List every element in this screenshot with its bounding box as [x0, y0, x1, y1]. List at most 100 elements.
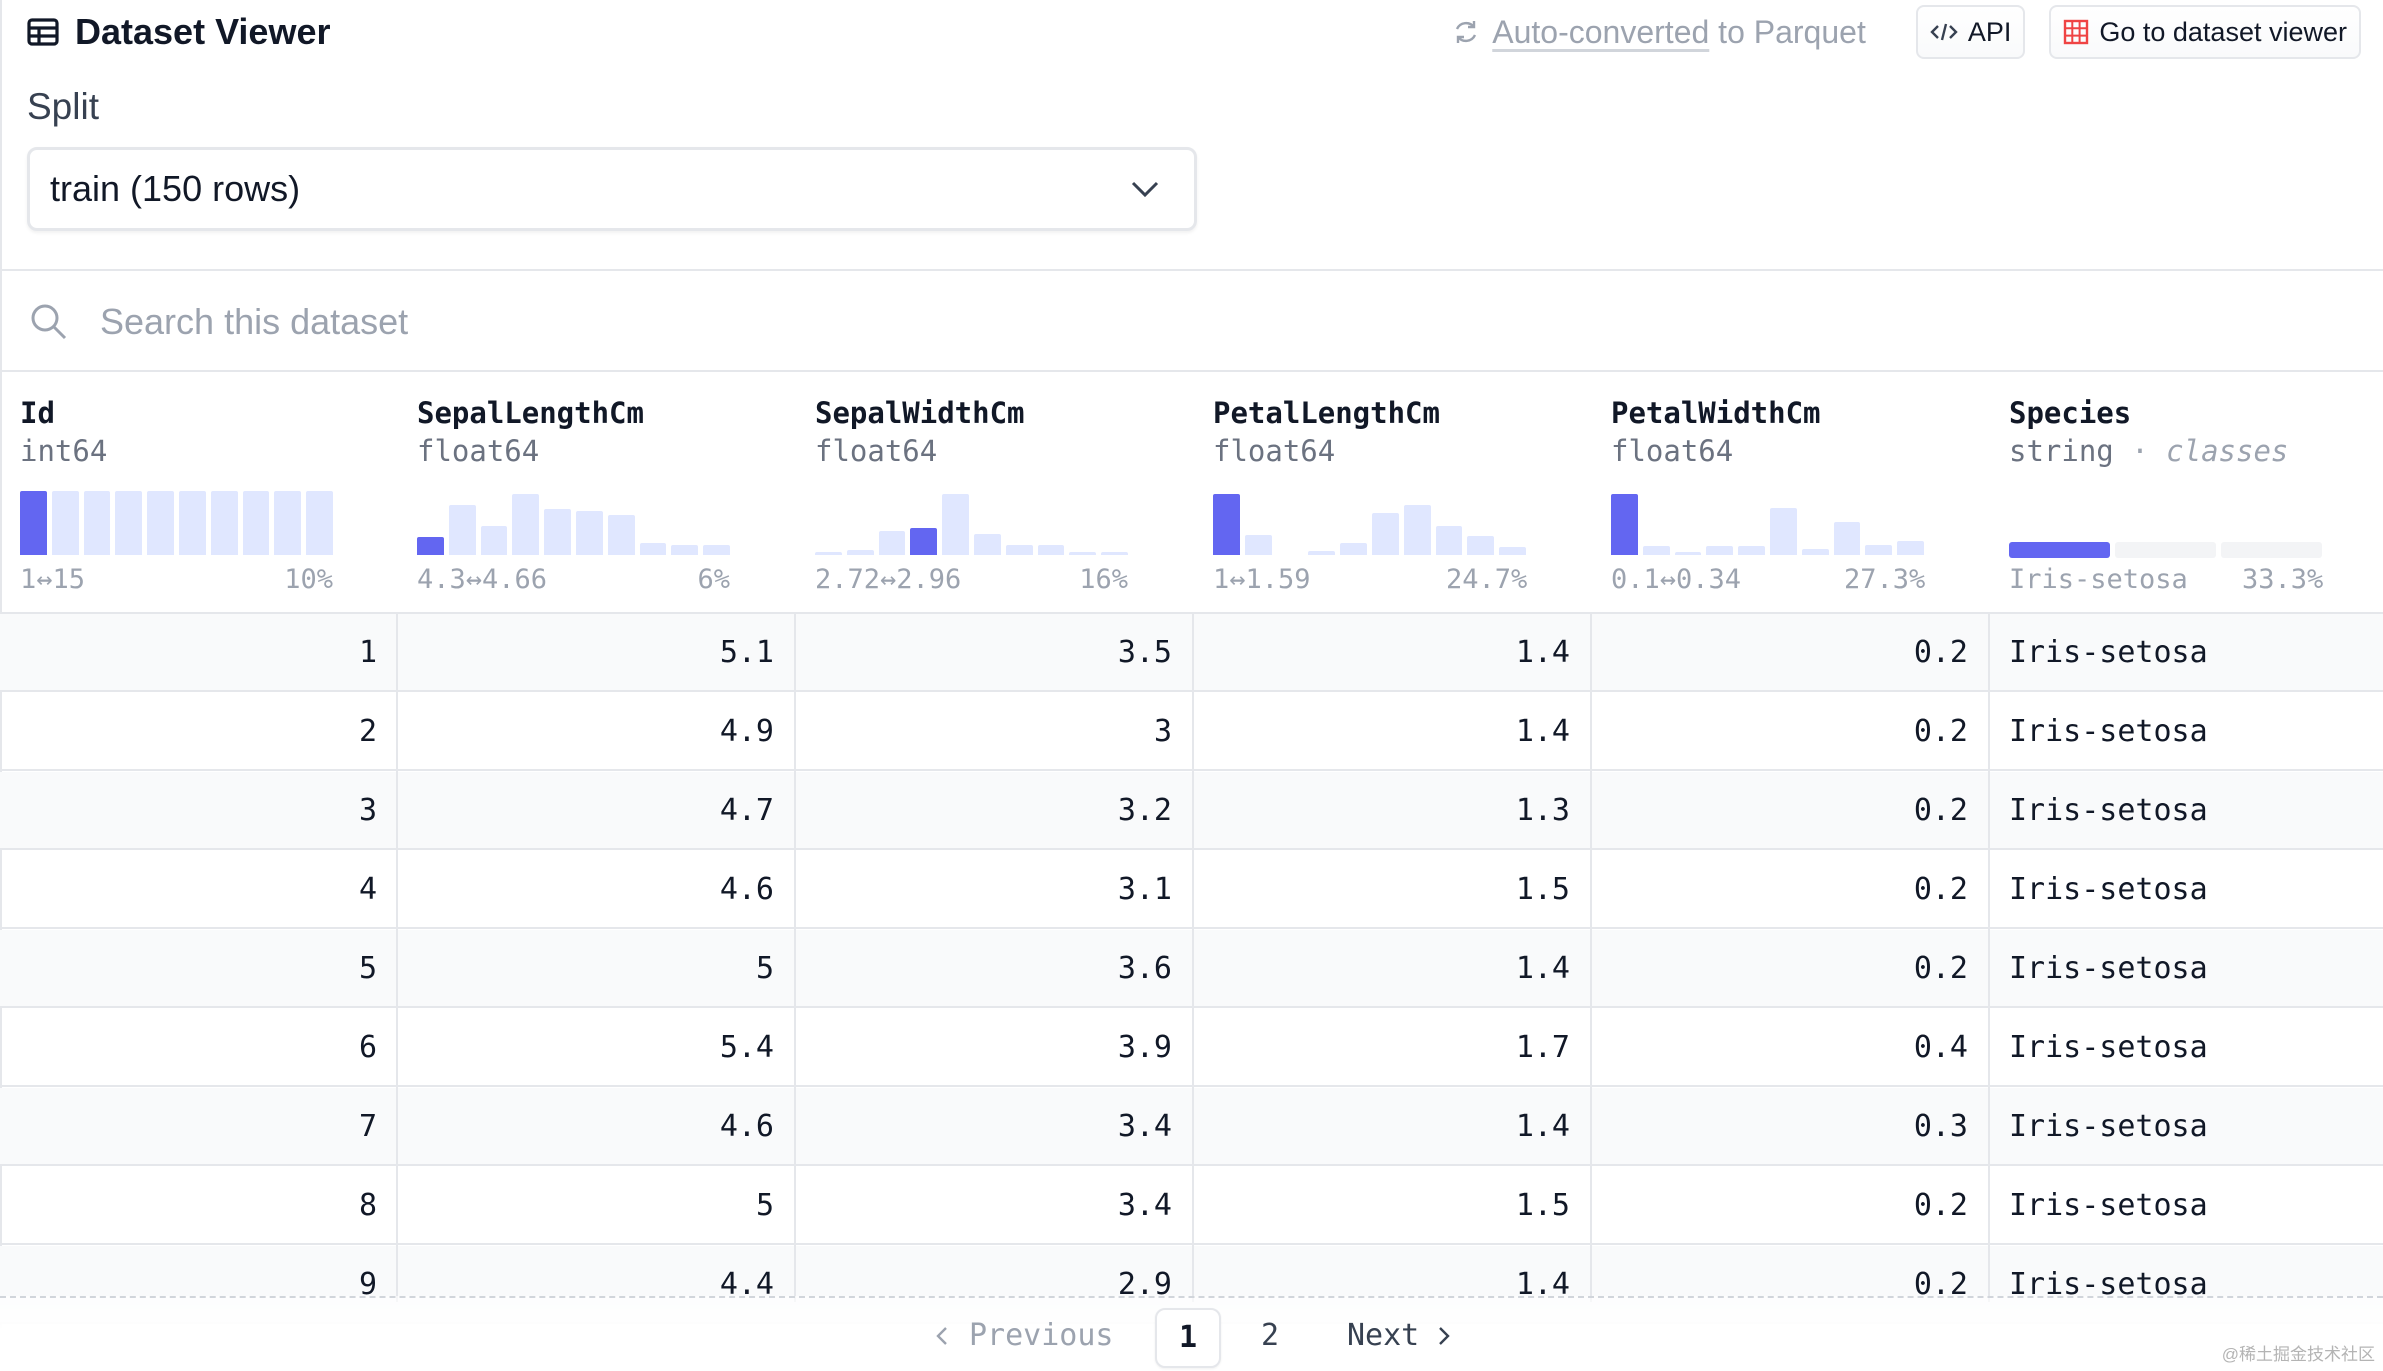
- histogram-bar[interactable]: [942, 494, 969, 555]
- split-select[interactable]: train (150 rows): [27, 147, 1197, 231]
- histogram-bar[interactable]: [544, 508, 571, 555]
- column-histogram[interactable]: [815, 491, 1128, 555]
- column-name: PetalWidthCm: [1611, 396, 1821, 430]
- histogram-bar[interactable]: [178, 491, 206, 555]
- histogram-bar[interactable]: [1213, 494, 1240, 555]
- histogram-bar[interactable]: [1069, 552, 1097, 555]
- table-row[interactable]: 8 5 3.4 1.5 0.2 Iris-setosa: [0, 1167, 2383, 1245]
- column-header[interactable]: SepalLengthCm float64 4.3↔4.66 6%: [397, 372, 794, 612]
- histogram-bar[interactable]: [1244, 534, 1272, 555]
- histogram-bar[interactable]: [1738, 546, 1765, 555]
- histogram-bar[interactable]: [274, 491, 302, 555]
- histogram-bar[interactable]: [671, 545, 699, 555]
- histogram-bar[interactable]: [242, 491, 270, 555]
- table-cell: 0.2: [1913, 872, 1968, 907]
- histogram-bar[interactable]: [703, 544, 730, 555]
- previous-page-button[interactable]: Previous: [935, 1308, 1114, 1364]
- auto-converted-link[interactable]: Auto-converted to Parquet: [1452, 14, 1866, 51]
- table-row[interactable]: 2 4.9 3 1.4 0.2 Iris-setosa: [0, 693, 2383, 771]
- column-separator: [1192, 612, 1194, 1302]
- column-header[interactable]: Id int64 1↔15 10%: [0, 372, 397, 612]
- histogram-bar[interactable]: [1467, 535, 1495, 555]
- histogram-bar[interactable]: [1435, 526, 1463, 555]
- histogram-bar[interactable]: [1499, 547, 1526, 555]
- split-label: Split: [27, 86, 99, 127]
- search-input[interactable]: [98, 300, 1302, 344]
- histogram-bar[interactable]: [83, 491, 111, 555]
- column-separator: [1988, 612, 1990, 1302]
- histogram-bar[interactable]: [512, 494, 540, 555]
- histogram-bar[interactable]: [20, 491, 47, 555]
- histogram-bar[interactable]: [973, 533, 1001, 555]
- page-1-button[interactable]: 1: [1155, 1308, 1221, 1368]
- histogram-bar[interactable]: [1371, 512, 1399, 555]
- column-type: int64: [20, 434, 107, 468]
- histogram-bar[interactable]: [1865, 544, 1893, 555]
- histogram-bar[interactable]: [1801, 548, 1829, 555]
- table-cell: 1.4: [1515, 714, 1570, 749]
- table-cell: 1.5: [1515, 1188, 1570, 1223]
- histogram-bar[interactable]: [1833, 521, 1861, 555]
- histogram-bar[interactable]: [1308, 550, 1336, 555]
- column-header[interactable]: SepalWidthCm float64 2.72↔2.96 16%: [795, 372, 1192, 612]
- table-cell: Iris-setosa: [2009, 714, 2208, 749]
- table-row[interactable]: 6 5.4 3.9 1.7 0.4 Iris-setosa: [0, 1009, 2383, 1087]
- watermark: @稀土掘金技术社区: [2221, 1345, 2375, 1364]
- go-to-dataset-viewer-button[interactable]: Go to dataset viewer: [2049, 5, 2361, 59]
- histogram-bar[interactable]: [910, 528, 938, 555]
- column-header[interactable]: PetalWidthCm float64 0.1↔0.34 27.3%: [1591, 372, 1988, 612]
- auto-converted-text[interactable]: Auto-converted: [1492, 13, 1710, 50]
- column-header[interactable]: Species string · classes Iris-setosa 33.3%: [1989, 372, 2383, 612]
- table-row[interactable]: 4 4.6 3.1 1.5 0.2 Iris-setosa: [0, 851, 2383, 929]
- title-row: Dataset Viewer: [27, 11, 330, 52]
- class-distribution[interactable]: [2009, 542, 2322, 558]
- histogram-bar[interactable]: [1642, 546, 1670, 555]
- histogram-bar[interactable]: [575, 511, 603, 555]
- histogram-bar[interactable]: [115, 491, 143, 555]
- table-cell: 7: [358, 1109, 377, 1144]
- histogram-bar[interactable]: [846, 549, 874, 555]
- histogram-bar[interactable]: [1706, 546, 1734, 555]
- row-divider: [0, 1164, 2383, 1166]
- column-percent: 24.7%: [1446, 564, 1528, 595]
- histogram-bar[interactable]: [210, 491, 238, 555]
- histogram-bar[interactable]: [815, 552, 842, 555]
- histogram-bar[interactable]: [1769, 507, 1797, 555]
- column-header[interactable]: PetalLengthCm float64 1↔1.59 24.7%: [1193, 372, 1590, 612]
- column-histogram[interactable]: [1213, 491, 1526, 555]
- histogram-bar[interactable]: [1897, 540, 1924, 555]
- histogram-bar[interactable]: [480, 526, 508, 555]
- page-2-button[interactable]: 2: [1260, 1318, 1280, 1353]
- histogram-bar[interactable]: [1403, 505, 1431, 555]
- histogram-bar[interactable]: [51, 491, 79, 555]
- histogram-bar[interactable]: [147, 491, 174, 555]
- histogram-bar[interactable]: [878, 530, 906, 555]
- table-cell: 5.4: [719, 1030, 774, 1065]
- table-cell: 4.6: [719, 872, 774, 907]
- pagination: Previous 1 2 Next: [0, 1308, 2383, 1368]
- histogram-bar[interactable]: [1611, 494, 1638, 555]
- histogram-bar[interactable]: [1037, 545, 1065, 555]
- histogram-bar[interactable]: [1005, 545, 1033, 555]
- column-histogram[interactable]: [20, 491, 333, 555]
- class-segment[interactable]: [2221, 542, 2322, 558]
- class-segment[interactable]: [2009, 542, 2110, 558]
- histogram-bar[interactable]: [1101, 552, 1128, 555]
- histogram-bar[interactable]: [448, 505, 476, 555]
- column-name: Species: [2009, 396, 2132, 430]
- search-bar: [30, 296, 1302, 348]
- table-cell: 8: [358, 1188, 377, 1223]
- histogram-bar[interactable]: [1674, 552, 1702, 555]
- column-histogram[interactable]: [1611, 491, 1924, 555]
- histogram-bar[interactable]: [1340, 543, 1367, 555]
- histogram-bar[interactable]: [607, 515, 635, 555]
- histogram-bar[interactable]: [639, 543, 667, 555]
- table-cell: 1.5: [1515, 872, 1570, 907]
- histogram-bar[interactable]: [306, 491, 333, 555]
- next-page-button[interactable]: Next: [1347, 1308, 1451, 1364]
- column-histogram[interactable]: [417, 491, 730, 555]
- api-button[interactable]: API: [1915, 5, 2026, 59]
- histogram-bar[interactable]: [417, 537, 444, 555]
- row-divider: [0, 1006, 2383, 1008]
- class-segment[interactable]: [2115, 542, 2216, 558]
